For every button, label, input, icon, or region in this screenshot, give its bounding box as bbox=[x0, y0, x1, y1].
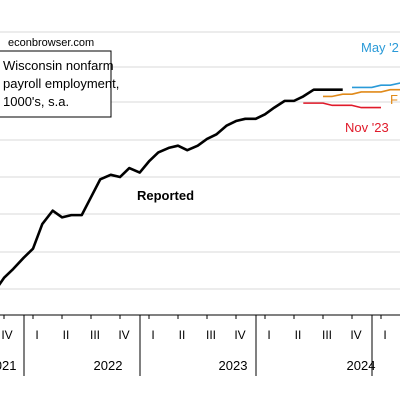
series-label-reported: Reported bbox=[137, 188, 194, 203]
series-line-nov23 bbox=[303, 102, 381, 109]
x-year-label: 2021 bbox=[0, 358, 16, 373]
series-line-reported bbox=[0, 88, 343, 286]
series-lines bbox=[0, 82, 400, 286]
series-label-nov23: Nov '23 bbox=[345, 120, 389, 135]
series-label-f: F bbox=[390, 92, 398, 107]
x-year-label: 2023 bbox=[219, 358, 248, 373]
x-quarter-label: IV bbox=[118, 328, 129, 342]
x-quarter-label: IV bbox=[234, 328, 245, 342]
x-quarter-label: I bbox=[35, 328, 38, 342]
x-quarter-label: II bbox=[295, 328, 302, 342]
series-label-may23: May '2 bbox=[361, 40, 399, 55]
axes bbox=[0, 314, 400, 376]
x-quarter-label: III bbox=[322, 328, 332, 342]
x-quarter-label: IV bbox=[350, 328, 361, 342]
series-line-may23 bbox=[352, 82, 400, 89]
x-quarter-label: II bbox=[179, 328, 186, 342]
x-quarter-label: I bbox=[383, 328, 386, 342]
x-year-label: 2024 bbox=[347, 358, 376, 373]
x-year-label: 2022 bbox=[94, 358, 123, 373]
x-quarter-label: III bbox=[206, 328, 216, 342]
x-quarter-label: IV bbox=[1, 328, 12, 342]
x-tick-labels: IVIIIIIIIVIIIIIIIVIIIIIIIVI2021202220232… bbox=[0, 328, 387, 373]
x-quarter-label: II bbox=[63, 328, 70, 342]
x-quarter-label: III bbox=[90, 328, 100, 342]
legend-line-2: payroll employment, bbox=[3, 76, 119, 91]
legend-line-1: Wisconsin nonfarm bbox=[3, 58, 114, 73]
source-label: econbrowser.com bbox=[8, 37, 94, 49]
x-quarter-label: I bbox=[267, 328, 270, 342]
legend-box-frame bbox=[0, 50, 112, 118]
x-quarter-label: I bbox=[151, 328, 154, 342]
legend-line-3: 1000's, s.a. bbox=[3, 94, 69, 109]
series-line-f bbox=[323, 88, 400, 98]
legend-box: Wisconsin nonfarm payroll employment, 10… bbox=[0, 50, 119, 118]
